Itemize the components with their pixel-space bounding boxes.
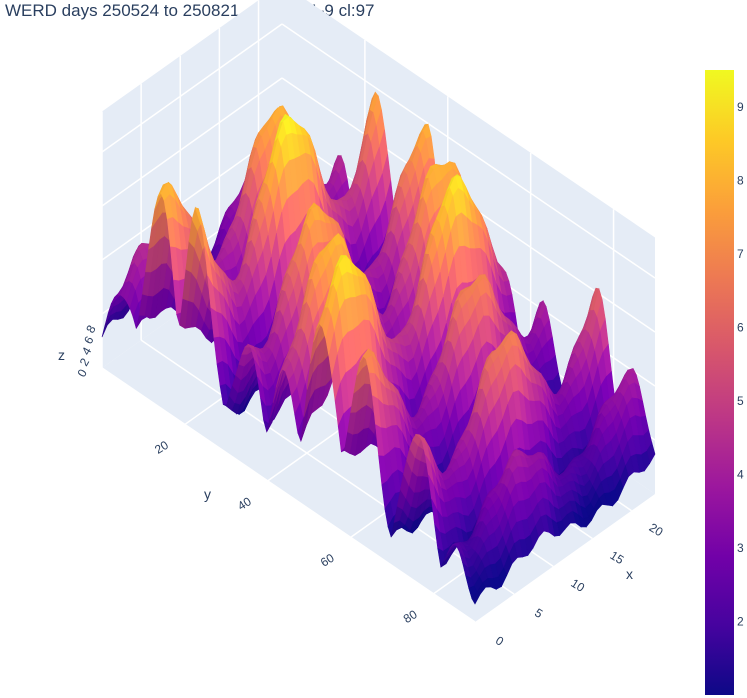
colorbar-tick-label: 9 [737, 100, 744, 114]
colorbar-tick-label: 6 [737, 320, 744, 334]
x-axis-title: x [626, 566, 633, 582]
z-tick-label: 8 [83, 322, 99, 335]
colorbar-tick-label: 2 [737, 614, 744, 628]
colorbar-gradient [705, 70, 734, 695]
grid-line [281, 23, 656, 279]
surface[interactable] [101, 91, 656, 605]
grid-line [101, 367, 476, 623]
colorbar-tick-label: 7 [737, 247, 744, 261]
colorbar: 2 3 4 5 6 7 8 9 [705, 70, 744, 695]
z-axis-title: z [58, 347, 65, 363]
y-tick-label: 80 [401, 607, 420, 626]
x-tick-label: 5 [532, 606, 545, 622]
y-tick-label: 20 [152, 438, 171, 457]
colorbar-tick-label: 4 [737, 467, 744, 481]
grid-line [101, 23, 283, 153]
y-tick-label: 60 [318, 551, 337, 570]
colorbar-tick-label: 3 [737, 541, 744, 555]
x-tick-label: 20 [647, 520, 666, 539]
colorbar-tick-label: 5 [737, 394, 744, 408]
grid-line [101, 77, 283, 207]
x-tick-label: 0 [493, 633, 506, 649]
x-tick-label: 10 [568, 576, 587, 595]
colorbar-tick-label: 8 [737, 173, 744, 187]
x-tick-label: 15 [608, 548, 627, 567]
axis-labels: z y x [58, 347, 633, 582]
y-axis-title: y [204, 486, 211, 502]
surface-patch [471, 591, 481, 605]
y-tick-label: 40 [235, 494, 254, 513]
